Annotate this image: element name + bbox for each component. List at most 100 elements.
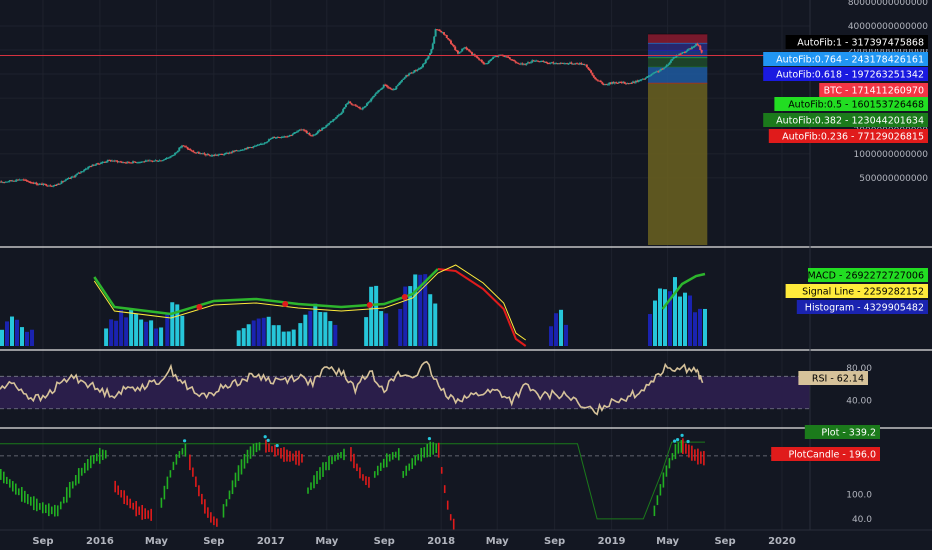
candle-down (414, 70, 417, 72)
candle-down (449, 40, 452, 44)
candle-down (513, 60, 516, 62)
candle-up (492, 57, 495, 59)
plot-candle (402, 471, 405, 478)
macd-legend-tag-text: MACD - 2692272727006 (807, 271, 924, 282)
candle-up (368, 101, 371, 103)
candle-up (291, 134, 294, 136)
plot-candle (411, 458, 414, 469)
signal-line (93, 264, 526, 341)
candle-up (335, 117, 338, 119)
candle-up (102, 161, 105, 163)
candle-down (127, 161, 130, 163)
candle-up (458, 52, 461, 54)
candle-up (239, 149, 242, 151)
candle-down (595, 79, 598, 81)
candle-up (167, 157, 170, 159)
plot-candle (350, 447, 352, 462)
candle-up (365, 103, 368, 106)
macd-histogram-bar (119, 310, 124, 346)
candle-down (518, 63, 521, 65)
plot-candle (71, 481, 74, 489)
candle-down (444, 34, 447, 36)
candle-up (218, 153, 221, 155)
autofib-tag-text: AutoFib:0.236 - 77129026815 (782, 132, 924, 143)
candle-up (231, 151, 234, 153)
plot-candle (440, 467, 443, 474)
plot-candle (160, 497, 163, 508)
candle-up (84, 168, 87, 171)
candle-up (461, 48, 464, 52)
candle-down (391, 89, 394, 91)
candle-down (251, 147, 254, 149)
candle-down (406, 75, 409, 77)
plot-candle (39, 503, 41, 510)
candle-up (18, 179, 21, 181)
plot-candle (653, 505, 656, 517)
macd-histogram-bar (154, 328, 159, 346)
macd-histogram-bar (413, 274, 418, 346)
candle-up (132, 161, 135, 164)
plot-candle (659, 484, 662, 496)
plot-candle (449, 514, 452, 521)
plot-signal-dot (275, 443, 279, 448)
candle-up (674, 56, 677, 58)
macd-histogram-bar (5, 321, 9, 346)
plot-candle (166, 476, 169, 490)
macd-histogram-bar (10, 316, 14, 346)
candle-up (618, 81, 621, 84)
candle-up (59, 183, 62, 185)
candle-down (90, 166, 93, 168)
last-price-tag-bg (819, 83, 928, 97)
plot-candle (12, 481, 14, 492)
candle-down (221, 154, 224, 156)
macd-histogram-bar (175, 304, 180, 346)
plot-candle (331, 456, 333, 465)
candle-down (508, 57, 511, 60)
candle-down (506, 56, 509, 58)
plot-candle (443, 485, 446, 494)
plot-candle (249, 446, 252, 459)
macd-histogram-bar (369, 286, 374, 346)
candle-up (242, 149, 245, 151)
macd-histogram-bar (241, 328, 246, 346)
candle-up (323, 127, 326, 129)
candle-up (381, 87, 384, 90)
candle-down (356, 105, 359, 107)
macd-histogram-bar (251, 320, 256, 346)
candle-up (281, 136, 284, 138)
autofib-zone (648, 43, 708, 51)
candle-down (435, 29, 438, 31)
candle-down (358, 107, 361, 109)
candle-down (511, 59, 514, 61)
candle-up (658, 70, 661, 72)
price-tick-label: 40000000000000 (848, 22, 928, 32)
candle-up (560, 62, 563, 64)
candle-down (633, 81, 636, 83)
candle-down (599, 80, 602, 83)
candle-up (644, 77, 647, 79)
candle-up (252, 146, 255, 148)
autofib-tag-bg (774, 97, 928, 111)
plot-candle (382, 458, 385, 468)
plot-candle (688, 444, 690, 458)
candle-up (67, 177, 70, 179)
candle-down (591, 72, 594, 76)
macd-legend-tag-text: Signal Line - 2259282152 (802, 287, 924, 298)
candle-down (594, 77, 597, 80)
candle-up (413, 70, 416, 73)
candle-up (11, 180, 14, 182)
candle-up (153, 160, 156, 162)
candle-up (463, 47, 466, 49)
candle-up (141, 161, 144, 163)
candle-down (480, 59, 483, 62)
plot-candle (255, 442, 258, 453)
autofib-zone (648, 57, 708, 67)
candle-up (270, 137, 273, 139)
candle-up (400, 79, 403, 82)
candle-up (94, 164, 97, 166)
candle-down (104, 161, 107, 163)
candle-down (477, 58, 480, 60)
autofib-tag-text: AutoFib:0.382 - 123044201634 (776, 116, 924, 127)
candle-down (609, 82, 612, 84)
